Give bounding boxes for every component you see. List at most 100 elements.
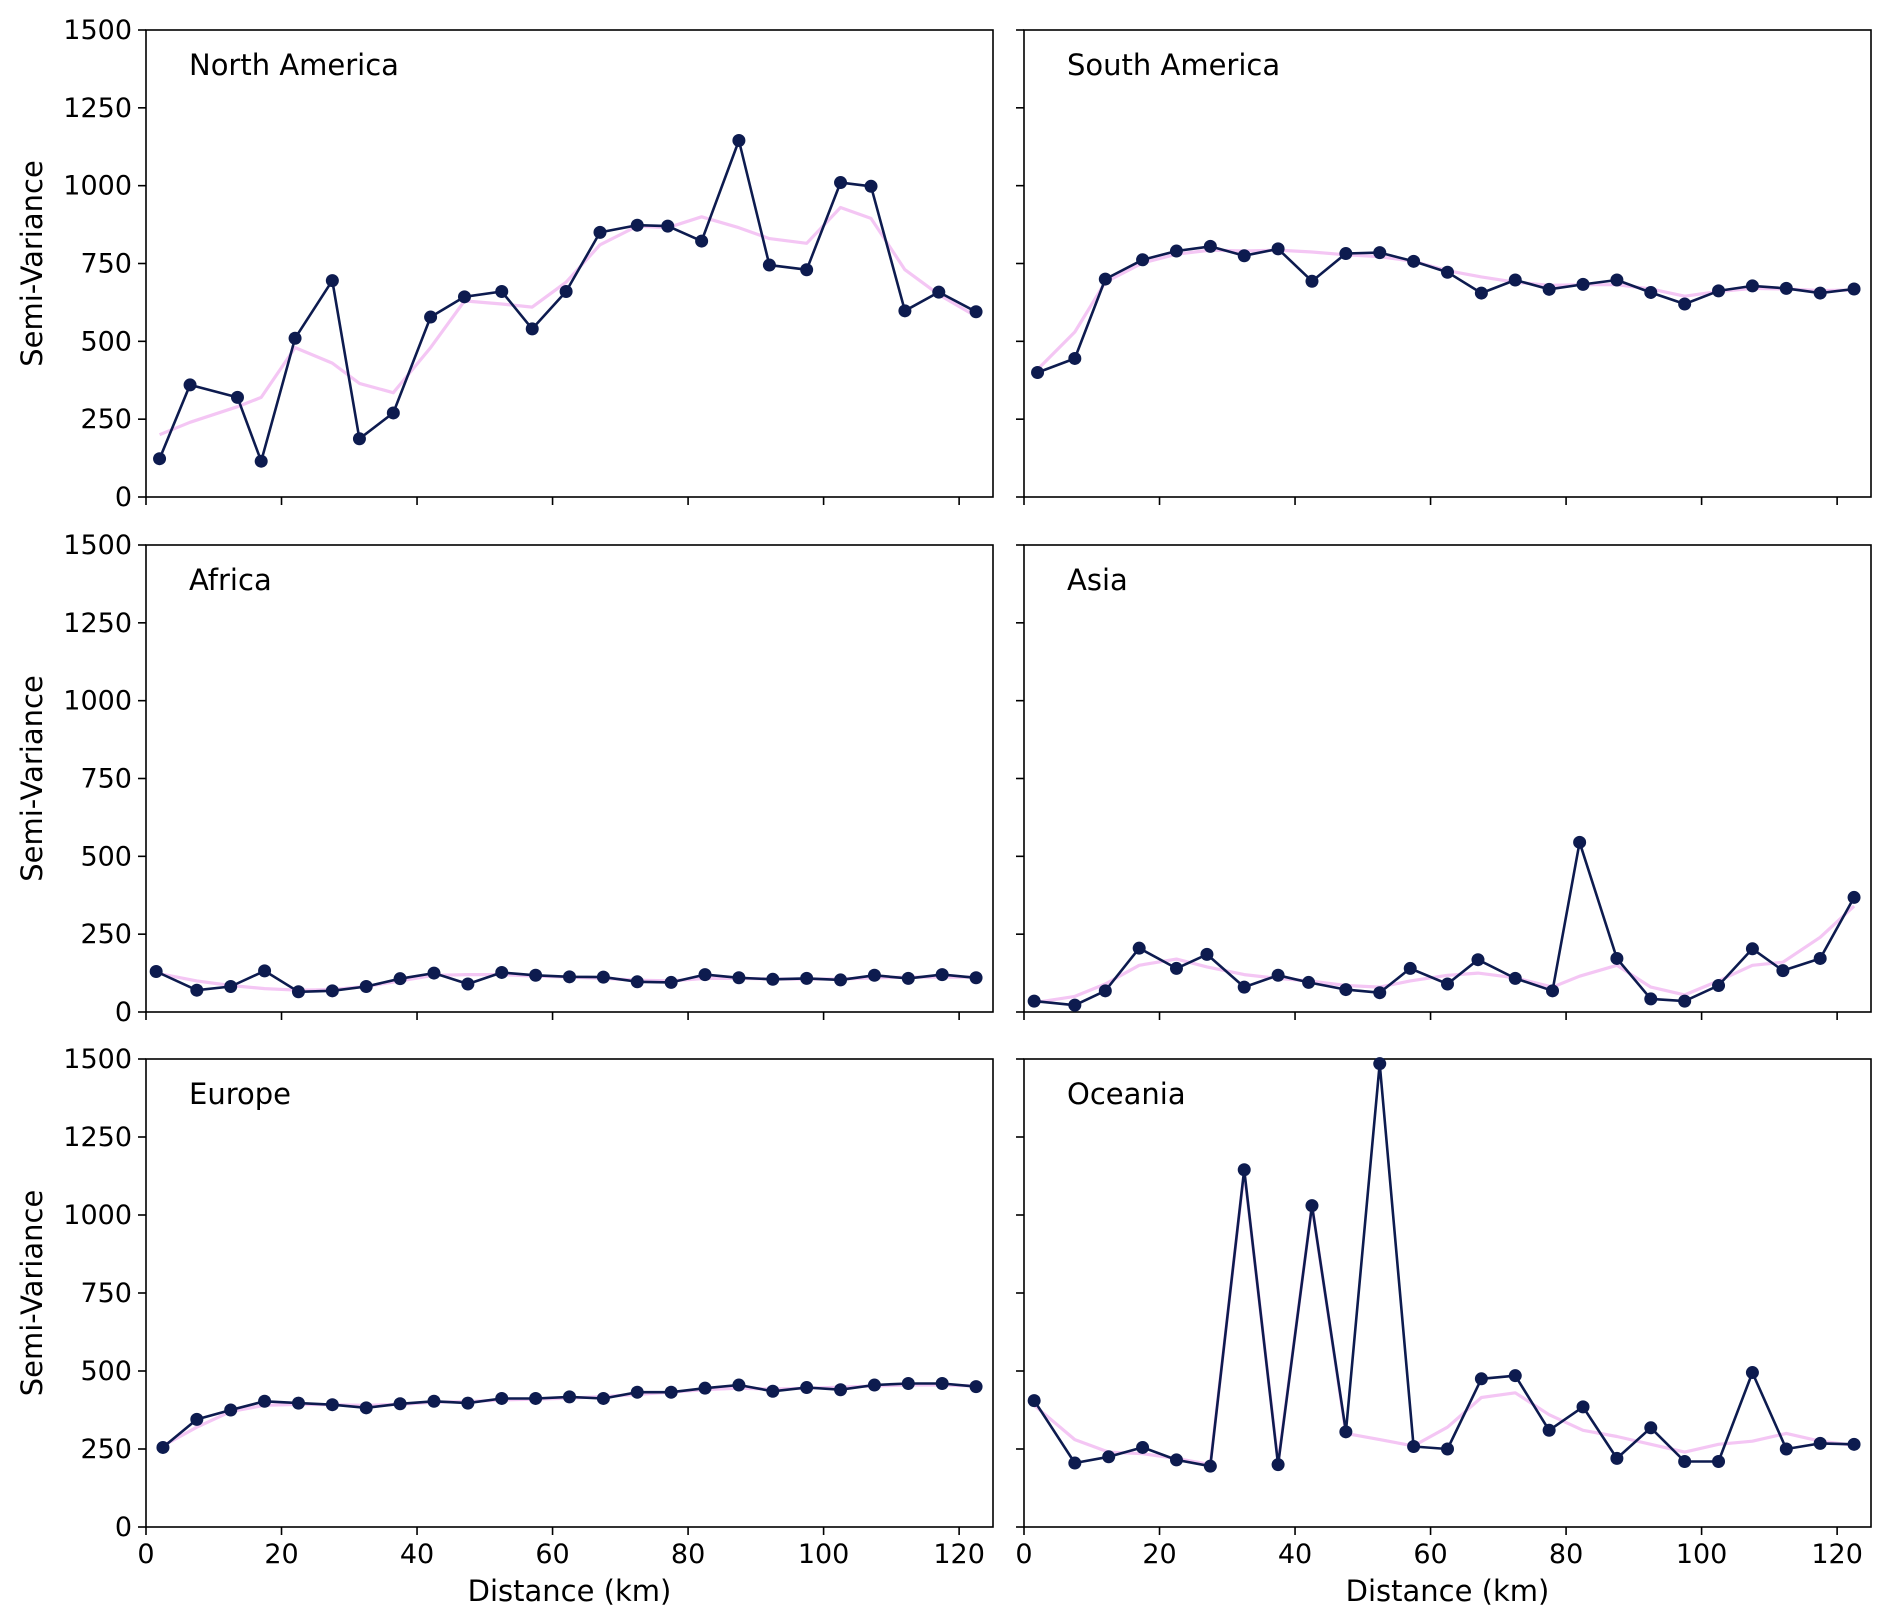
data-point [1203, 1459, 1217, 1473]
axes-frame [145, 29, 994, 498]
data-point [1508, 1369, 1522, 1383]
data-point [1403, 961, 1417, 975]
smoothed-series-line [1033, 1169, 1855, 1467]
axes-frame [1023, 29, 1872, 498]
data-point [563, 1390, 576, 1404]
y-tick-label: 500 [80, 841, 132, 872]
data-point [732, 971, 746, 985]
data-point [1271, 242, 1285, 256]
x-tick-label: 80 [1549, 1539, 1583, 1570]
data-point [352, 432, 366, 446]
data-point [1441, 1442, 1454, 1456]
data-point [1813, 951, 1827, 965]
data-point [156, 1440, 170, 1454]
data-point [291, 1396, 305, 1410]
data-point [1508, 971, 1522, 985]
y-tick-label: 1500 [63, 530, 132, 561]
data-point [153, 452, 167, 466]
panel-title: South America [1067, 48, 1280, 82]
data-point [935, 1376, 949, 1390]
smoothed-series-line [158, 205, 977, 437]
data-point [664, 1385, 678, 1399]
data-point [1474, 1372, 1488, 1386]
panel-europe: 0 250 500 750 1000 1250 1500 0 20 40 60 80 100 120 Sem… [15, 1044, 994, 1608]
data-point [1373, 986, 1387, 1000]
x-tick-label: 100 [798, 1539, 850, 1570]
panel-title: North America [189, 48, 399, 82]
data-point [325, 274, 339, 288]
data-point [664, 975, 678, 989]
x-tick-label: 120 [933, 1539, 985, 1570]
data-point [1745, 1366, 1759, 1380]
data-point [1779, 281, 1793, 295]
data-point [224, 1403, 238, 1417]
data-point [1576, 1400, 1590, 1414]
data-point [190, 1412, 204, 1426]
data-point [630, 218, 644, 232]
data-point [1407, 254, 1421, 268]
axes-frame [1023, 1058, 1872, 1528]
data-point [901, 971, 915, 985]
data-point [427, 1394, 441, 1408]
data-point [1027, 1394, 1041, 1408]
data-point [1712, 284, 1726, 298]
data-point [935, 968, 949, 982]
panel-africa: 0 250 500 750 1000 1250 1500 Semi-Variance Afric… [15, 530, 994, 1028]
data-point [800, 263, 814, 277]
y-tick-label: 1000 [63, 686, 132, 717]
axes-frame [1023, 544, 1872, 1013]
y-tick-label: 1500 [63, 15, 132, 46]
data-point [1271, 1458, 1285, 1472]
data-point [732, 134, 746, 148]
y-tick-label: 250 [80, 1434, 132, 1465]
y-tick-label: 500 [80, 326, 132, 357]
x-tick-label: 0 [137, 1539, 154, 1570]
data-point [1102, 1450, 1116, 1464]
data-point [386, 406, 400, 420]
data-point [1712, 1454, 1726, 1468]
y-tick-label: 0 [115, 482, 132, 513]
panel-south-america: South America [1016, 29, 1872, 505]
data-point [288, 331, 302, 345]
y-tick-label: 250 [80, 404, 132, 435]
data-point [1847, 282, 1861, 296]
x-axis-label: Distance (km) [468, 1574, 672, 1608]
data-point [1678, 1454, 1692, 1468]
x-tick-label: 120 [1811, 1539, 1863, 1570]
data-point [1745, 279, 1759, 293]
data-point [1339, 983, 1353, 997]
y-tick-label: 750 [80, 764, 132, 795]
data-point [1373, 1057, 1387, 1071]
x-tick-label: 100 [1676, 1539, 1728, 1570]
data-point [224, 979, 238, 993]
x-tick-label: 40 [400, 1539, 434, 1570]
x-tick-label: 0 [1015, 1539, 1032, 1570]
data-point [1068, 998, 1082, 1012]
data-point [762, 258, 776, 272]
x-tick-label: 80 [671, 1539, 705, 1570]
data-point [1678, 297, 1692, 311]
data-point [1813, 1436, 1827, 1450]
data-point [834, 973, 848, 987]
data-point [932, 285, 946, 299]
data-point [1776, 964, 1790, 978]
data-point [1031, 365, 1045, 379]
data-point [1373, 246, 1387, 260]
data-point [529, 1391, 543, 1405]
data-point [559, 285, 573, 299]
data-point [563, 970, 576, 984]
x-tick-label: 20 [264, 1539, 298, 1570]
observed-series-line [1033, 1062, 1855, 1468]
data-point [1068, 1456, 1082, 1470]
data-point [766, 1384, 780, 1398]
data-point [867, 1378, 881, 1392]
data-point [1644, 992, 1658, 1006]
data-point [695, 234, 709, 248]
data-point [291, 985, 305, 999]
panel-asia: Asia [1016, 544, 1872, 1020]
y-tick-label: 1250 [63, 1122, 132, 1153]
data-point [1712, 979, 1726, 993]
data-point [393, 972, 407, 986]
data-point [1644, 285, 1658, 299]
